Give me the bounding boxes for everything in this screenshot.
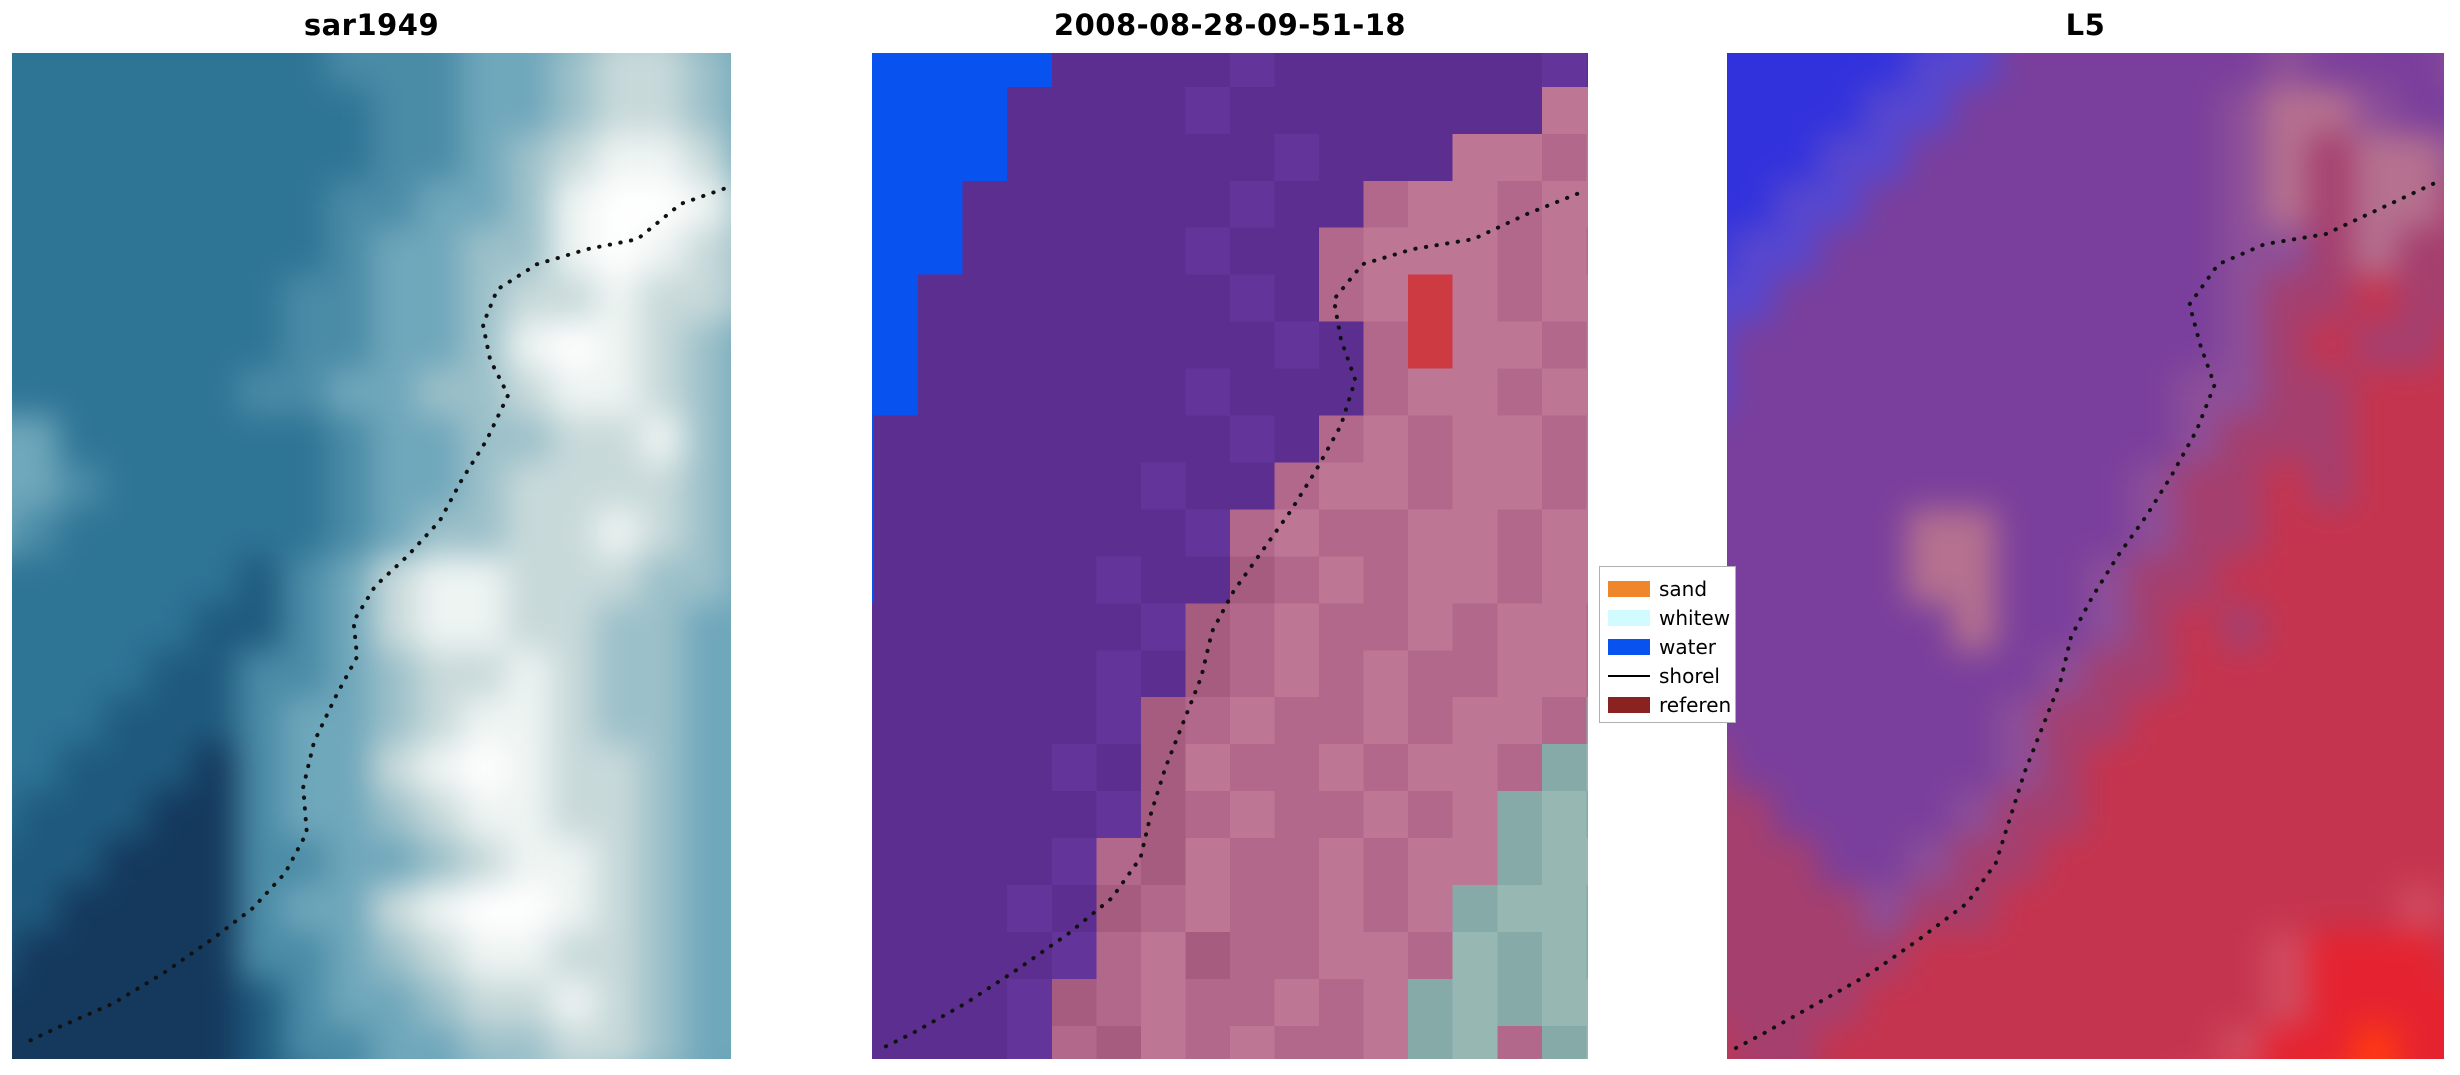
panel-sar1949: sar1949 [12, 8, 731, 1059]
shoreline-dotted-line [20, 186, 726, 1046]
legend-label: referen [1659, 692, 1732, 717]
legend-item-sand: sand [1608, 574, 1735, 603]
panel-classified: 2008-08-28-09-51-18 [872, 8, 1588, 1059]
legend-item-water: water [1608, 632, 1735, 661]
classified-image [872, 53, 1588, 1059]
legend-label: water [1659, 634, 1716, 659]
legend-patch-swatch [1608, 580, 1650, 597]
shoreline-dotted-line [878, 191, 1580, 1051]
panel-classified-title: 2008-08-28-09-51-18 [1053, 8, 1407, 42]
legend-line-swatch [1608, 674, 1650, 677]
panel-l5: L5 [1727, 8, 2444, 1059]
legend-patch-swatch [1608, 638, 1650, 655]
legend-item-referen: referen [1608, 690, 1735, 719]
legend-patch-swatch [1608, 696, 1650, 713]
legend-label: sand [1659, 576, 1708, 601]
panel-sar1949-title: sar1949 [303, 8, 440, 42]
l5-image [1727, 53, 2444, 1059]
legend-item-shorel: shorel [1608, 661, 1735, 690]
sar1949-image [12, 53, 731, 1059]
legend-patch-swatch [1608, 609, 1650, 626]
legend-label: shorel [1659, 663, 1720, 688]
shoreline-dotted-line [1732, 181, 2436, 1051]
legend: sand whitew water shorel referen [1599, 566, 1736, 723]
legend-label: whitew [1659, 605, 1731, 630]
legend-item-whitew: whitew [1608, 603, 1735, 632]
panel-l5-title: L5 [2065, 8, 2106, 42]
